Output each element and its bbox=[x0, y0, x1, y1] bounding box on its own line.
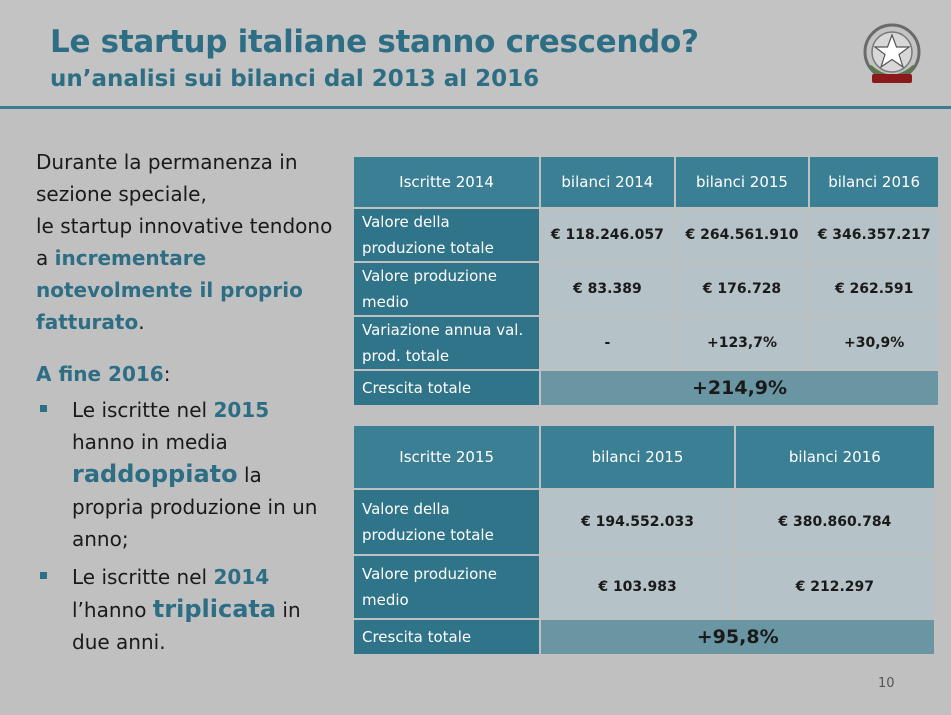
bullet-list: Le iscritte nel 2015 hanno in media radd… bbox=[36, 394, 336, 658]
column-header: bilanci 2014 bbox=[539, 155, 676, 209]
row-label: Valore produzione medio bbox=[351, 261, 542, 317]
table-cell: € 176.728 bbox=[673, 261, 811, 317]
column-header: bilanci 2016 bbox=[733, 424, 937, 490]
table-cell: € 212.297 bbox=[733, 554, 937, 620]
bullet1-year: 2015 bbox=[213, 398, 270, 422]
table-cell: +123,7% bbox=[673, 315, 811, 371]
table-iscritte-2015: Iscritte 2015 bilanci 2015 bilanci 2016 … bbox=[351, 424, 937, 656]
column-header: bilanci 2016 bbox=[808, 155, 940, 209]
bullet1-accent: raddoppiato bbox=[72, 460, 238, 488]
table-cell: € 83.389 bbox=[539, 261, 676, 317]
bullet2-year: 2014 bbox=[213, 565, 270, 589]
table-cell: € 380.860.784 bbox=[733, 488, 937, 556]
slide-header: Le startup italiane stanno crescendo? un… bbox=[0, 0, 951, 109]
intro-period: . bbox=[138, 310, 145, 334]
table-cell: € 346.357.217 bbox=[808, 207, 940, 263]
sub-heading: A fine 2016: bbox=[36, 358, 336, 390]
table-cell: € 118.246.057 bbox=[539, 207, 676, 263]
column-header: Iscritte 2015 bbox=[351, 424, 542, 490]
total-label: Crescita totale bbox=[351, 369, 542, 407]
row-label: Valore della produzione totale bbox=[351, 488, 542, 556]
table-row: Valore produzione medio € 103.983 € 212.… bbox=[351, 554, 937, 620]
row-label: Variazione annua val. prod. totale bbox=[351, 315, 542, 371]
bullet-item-2014: Le iscritte nel 2014 l’hanno triplicata … bbox=[36, 561, 336, 658]
table-row: Valore produzione medio € 83.389 € 176.7… bbox=[351, 261, 940, 317]
bullet2-text-b: l’hanno bbox=[72, 598, 153, 622]
bullet2-text-a: Le iscritte nel bbox=[72, 565, 214, 589]
intro-text-1: Durante la permanenza in sezione special… bbox=[36, 150, 298, 206]
row-label: Valore produzione medio bbox=[351, 554, 542, 620]
total-label: Crescita totale bbox=[351, 618, 542, 656]
header-divider bbox=[0, 106, 951, 109]
table-cell: - bbox=[539, 315, 676, 371]
table-cell: € 194.552.033 bbox=[539, 488, 736, 556]
table-row: Valore della produzione totale € 194.552… bbox=[351, 488, 937, 556]
table-total-row: Crescita totale +95,8% bbox=[351, 618, 936, 656]
row-label: Valore della produzione totale bbox=[351, 207, 542, 263]
square-bullet-icon bbox=[40, 572, 47, 579]
column-header: Iscritte 2014 bbox=[351, 155, 542, 209]
intro-paragraph: Durante la permanenza in sezione special… bbox=[36, 146, 336, 338]
intro-text-2: le startup innovative tendono a bbox=[36, 214, 333, 270]
table-iscritte-2014: Iscritte 2014 bilanci 2014 bilanci 2015 … bbox=[351, 155, 940, 407]
table-cell: € 262.591 bbox=[808, 261, 940, 317]
bullet1-text-a: Le iscritte nel bbox=[72, 398, 214, 422]
intro-accent: incrementare notevolmente il proprio fat… bbox=[36, 246, 303, 334]
page-number: 10 bbox=[878, 676, 895, 691]
table-cell: € 264.561.910 bbox=[673, 207, 811, 263]
table-row: Variazione annua val. prod. totale - +12… bbox=[351, 315, 940, 371]
total-value: +95,8% bbox=[539, 618, 936, 656]
square-bullet-icon bbox=[40, 405, 47, 412]
table-cell: € 103.983 bbox=[539, 554, 736, 620]
table-header-row: Iscritte 2015 bilanci 2015 bilanci 2016 bbox=[351, 424, 937, 490]
bullet2-text-c: in due anni. bbox=[72, 598, 301, 654]
bullet-item-2015: Le iscritte nel 2015 hanno in media radd… bbox=[36, 394, 336, 555]
table-row: Valore della produzione totale € 118.246… bbox=[351, 207, 940, 263]
repubblica-italiana-emblem-icon bbox=[863, 23, 921, 83]
slide-subtitle: un’analisi sui bilanci dal 2013 al 2016 bbox=[50, 66, 540, 92]
table-cell: +30,9% bbox=[808, 315, 940, 371]
column-header: bilanci 2015 bbox=[673, 155, 811, 209]
sub-heading-colon: : bbox=[163, 362, 171, 386]
slide-title: Le startup italiane stanno crescendo? bbox=[50, 24, 699, 60]
table-total-row: Crescita totale +214,9% bbox=[351, 369, 940, 407]
bullet2-accent: triplicata bbox=[152, 595, 277, 623]
bullet1-text-b: hanno in media bbox=[72, 430, 228, 454]
left-text-column: Durante la permanenza in sezione special… bbox=[36, 146, 336, 664]
table-header-row: Iscritte 2014 bilanci 2014 bilanci 2015 … bbox=[351, 155, 940, 209]
bullet1-text-c: la propria produzione in un anno; bbox=[72, 463, 318, 551]
column-header: bilanci 2015 bbox=[539, 424, 736, 490]
sub-heading-text: A fine 2016 bbox=[36, 362, 164, 386]
total-value: +214,9% bbox=[539, 369, 940, 407]
